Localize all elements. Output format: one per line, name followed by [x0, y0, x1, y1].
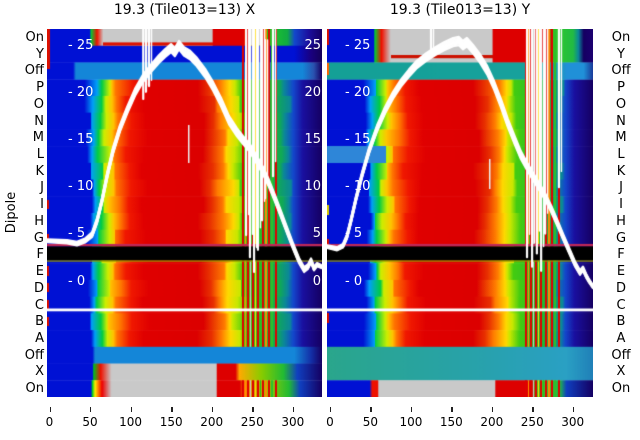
dipole-row-label-right: L — [617, 146, 625, 162]
inner-tick-label: - 5 — [68, 226, 86, 242]
dipole-row-label-right: A — [616, 330, 626, 346]
dipole-row-label-left: Off — [24, 347, 44, 363]
dipole-row-label-right: D — [615, 280, 626, 296]
inner-tick-label-clipped: 5 — [312, 226, 321, 242]
x-tick-mark — [49, 407, 51, 412]
dipole-row-label-left: D — [33, 280, 44, 296]
dipole-row-label-right: N — [616, 113, 626, 129]
x-tick-mark — [130, 407, 132, 412]
dipole-row-label-right: X — [616, 364, 626, 380]
dipole-row-label-right: On — [611, 381, 631, 397]
dipole-row-label-left: L — [36, 146, 44, 162]
x-tick-label: 150 — [159, 415, 183, 429]
dipole-row-label-left: A — [35, 330, 44, 346]
inner-tick-label: - 5 — [345, 226, 363, 242]
inner-tick-label-clipped: 20 — [304, 84, 321, 100]
dipole-row-label-left: G — [33, 230, 44, 246]
dipole-row-label-left: On — [25, 381, 44, 397]
x-tick-mark — [451, 407, 453, 412]
inner-tick-label: - 10 — [68, 179, 94, 195]
dipole-row-label-right: C — [616, 297, 626, 313]
x-tick-label: 200 — [200, 415, 224, 429]
dipole-row-label-right: H — [616, 213, 626, 229]
dipole-row-label-left: O — [33, 96, 44, 112]
dipole-row-label-left: C — [34, 297, 44, 313]
dipole-row-label-left: On — [25, 29, 44, 45]
dipole-row-label-left: K — [35, 163, 44, 179]
x-tick-label: 250 — [520, 415, 544, 429]
dipole-row-label-right: B — [616, 314, 626, 330]
inner-tick-label: - 15 — [68, 131, 94, 147]
x-tick-label: 100 — [119, 415, 143, 429]
dipole-row-label-left: J — [40, 180, 44, 196]
dipole-row-label-right: Y — [617, 46, 625, 62]
dipole-row-label-left: H — [34, 213, 44, 229]
dipole-row-label-left: X — [35, 364, 44, 380]
inner-tick-label-clipped: 10 — [304, 179, 321, 195]
dipole-row-label-left: B — [35, 314, 44, 330]
dipole-row-label-left: M — [32, 130, 44, 146]
dipole-row-label-left: F — [36, 247, 44, 263]
inner-tick-label: - 20 — [345, 84, 371, 100]
dipole-row-label-right: J — [619, 180, 623, 196]
x-tick-label: 200 — [480, 415, 504, 429]
dipole-row-label-right: I — [619, 197, 623, 213]
dipole-row-label-right: Off — [611, 347, 631, 363]
dipole-row-label-left: P — [36, 80, 44, 96]
inner-tick-label: - 15 — [345, 131, 371, 147]
x-tick-label: 0 — [45, 415, 54, 429]
dipole-row-label-right: G — [615, 230, 627, 246]
dipole-row-label-left: E — [35, 264, 44, 280]
dipole-row-label-left: I — [40, 197, 44, 213]
inner-tick-label-clipped: 0 — [312, 273, 321, 289]
x-tick-mark — [532, 407, 534, 412]
panel-title-x: 19.3 (Tile013=13) X — [113, 2, 256, 18]
x-tick-mark — [330, 407, 332, 412]
x-tick-mark — [171, 407, 173, 412]
inner-tick-label: - 0 — [68, 273, 86, 289]
x-tick-label: 100 — [399, 415, 423, 429]
inner-tick-label: - 0 — [345, 273, 363, 289]
inner-tick-label: - 25 — [68, 37, 94, 53]
x-tick-label: 300 — [561, 415, 585, 429]
inner-tick-label-clipped: 15 — [304, 131, 321, 147]
x-tick-label: 300 — [281, 415, 305, 429]
x-tick-mark — [410, 407, 413, 412]
dipole-row-label-left: Off — [24, 63, 44, 79]
heatmap-panel-y — [327, 29, 593, 397]
x-tick-mark — [252, 407, 254, 412]
heatmap-panel-x — [47, 29, 322, 397]
x-tick-mark — [211, 407, 214, 412]
x-tick-label: 250 — [240, 415, 264, 429]
inner-tick-label-clipped: 25 — [304, 37, 321, 53]
x-tick-mark — [292, 407, 295, 412]
x-tick-mark — [90, 407, 92, 412]
inner-tick-label: - 20 — [68, 84, 94, 100]
dipole-row-label-right: M — [615, 130, 627, 146]
x-tick-label: 150 — [439, 415, 463, 429]
dipole-row-label-right: E — [616, 264, 626, 280]
x-tick-mark — [572, 407, 575, 412]
x-tick-mark — [491, 407, 494, 412]
dipole-row-label-right: F — [617, 247, 625, 263]
x-tick-label: 0 — [326, 415, 334, 429]
x-tick-label: 50 — [362, 415, 379, 429]
panel-title-y: 19.3 (Tile013=13) Y — [389, 2, 531, 18]
dipole-row-label-right: On — [611, 29, 631, 45]
dipole-row-label-left: N — [34, 113, 44, 129]
inner-tick-label: - 25 — [345, 37, 371, 53]
dipole-row-label-right: P — [617, 80, 625, 96]
dipole-row-label-right: O — [615, 96, 627, 112]
dipole-row-label-right: K — [616, 163, 626, 179]
dipole-row-label-left: Y — [36, 46, 44, 62]
inner-tick-label: - 10 — [345, 179, 371, 195]
x-tick-mark — [370, 407, 372, 412]
dipole-row-label-right: Off — [611, 63, 631, 79]
x-tick-label: 50 — [82, 415, 98, 429]
